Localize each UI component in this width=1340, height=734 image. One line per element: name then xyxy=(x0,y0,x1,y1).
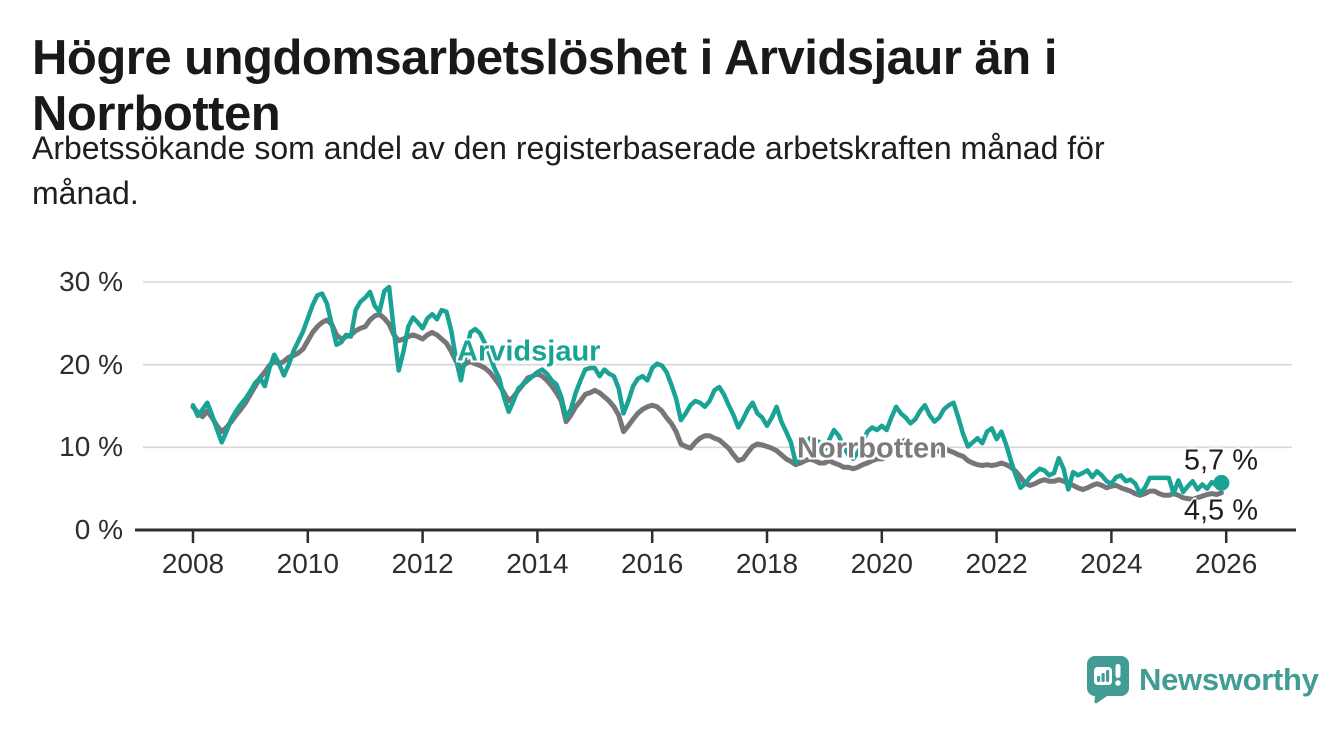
x-axis-label: 2024 xyxy=(1080,548,1143,579)
chart-subtitle: Arbetssökande som andel av den registerb… xyxy=(32,130,1105,211)
x-axis-label: 2008 xyxy=(161,548,225,579)
x-axis-label: 2020 xyxy=(850,548,913,579)
y-axis-label: 0 % xyxy=(74,514,123,545)
x-axis-label: 2026 xyxy=(1195,548,1258,579)
x-axis-ticks xyxy=(191,531,1228,543)
x-axis-label: 2018 xyxy=(735,548,799,579)
x-axis-label: 2014 xyxy=(506,548,569,579)
newsworthy-logo-icon xyxy=(1087,656,1129,704)
end-value-norrbotten: 4,5 % xyxy=(1183,494,1258,527)
page-title: Högre ungdomsarbetslöshet i Arvidsjaur ä… xyxy=(32,31,1057,141)
y-axis-label: 10 % xyxy=(59,431,123,463)
x-axis-label: 2022 xyxy=(965,548,1028,579)
series-label-arvidsjaur: Arvidsjaur xyxy=(457,335,601,368)
x-axis-label: 2012 xyxy=(391,548,454,579)
y-axis-label: 30 % xyxy=(59,266,123,297)
gridlines xyxy=(143,281,1292,449)
arvidsjaur-line xyxy=(190,284,1224,496)
y-axis-label: 20 % xyxy=(59,348,123,380)
x-axis-label: 2016 xyxy=(621,548,684,579)
newsworthy-wordmark: Newsworthy xyxy=(1139,662,1319,697)
norrbotten-line xyxy=(190,311,1224,502)
x-axis-label: 2010 xyxy=(276,548,339,579)
arvidsjaur-end-dot xyxy=(1213,474,1230,491)
newsworthy-logo: Newsworthy xyxy=(1087,656,1319,704)
end-value-arvidsjaur: 5,7 % xyxy=(1183,444,1258,477)
series-label-norrbotten: Norrbotten xyxy=(797,432,947,465)
